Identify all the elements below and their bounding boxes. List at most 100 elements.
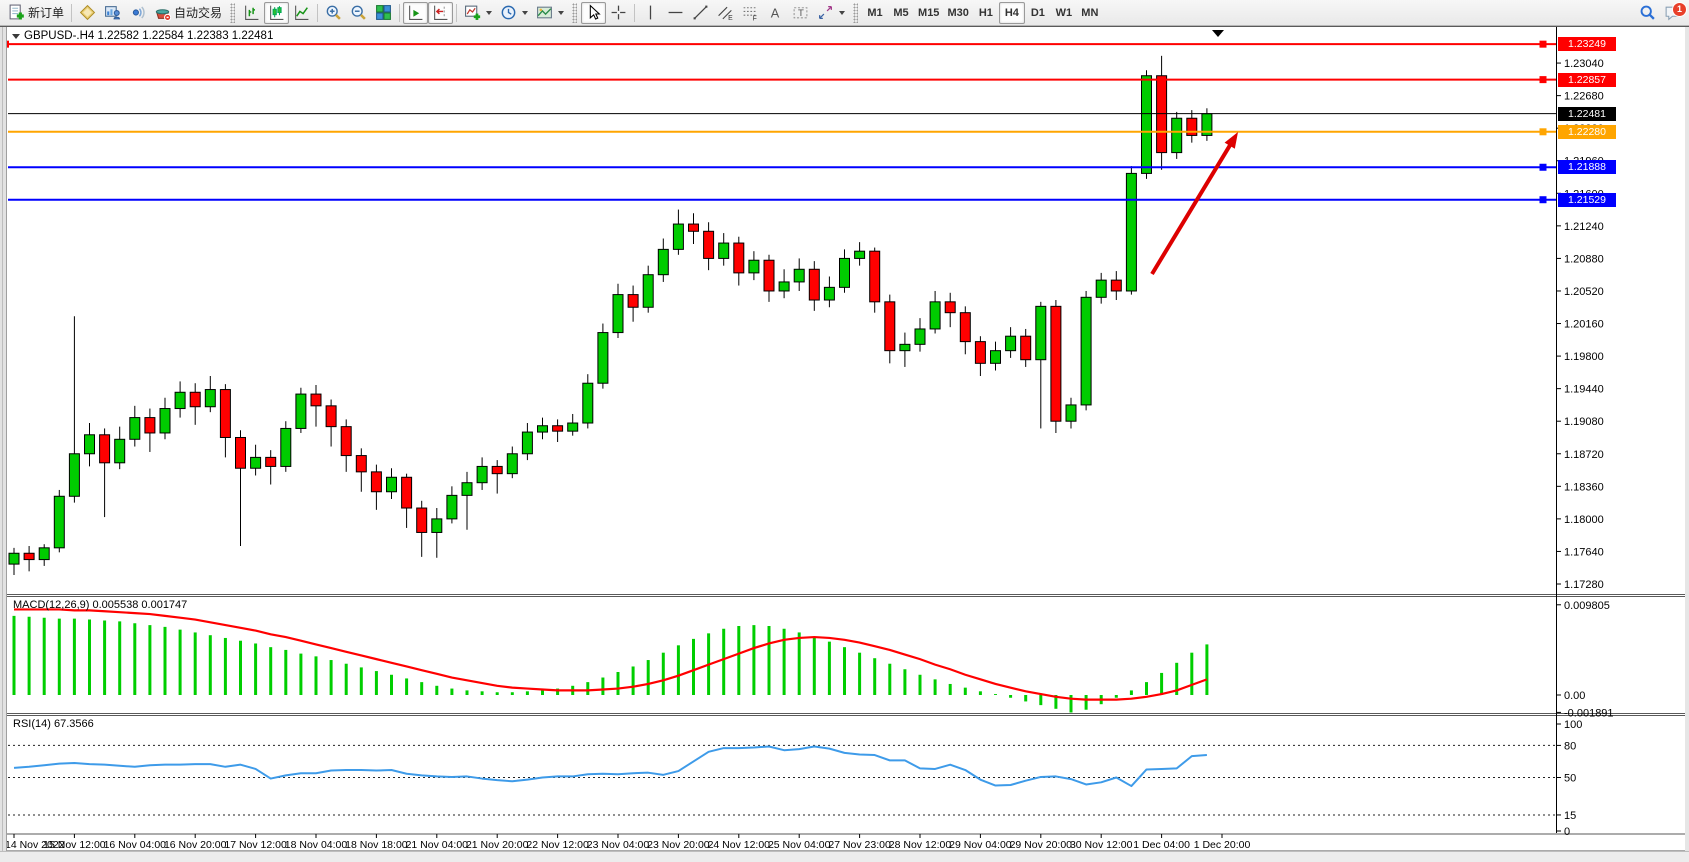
svg-text:0.009805: 0.009805 (1564, 600, 1610, 612)
candle-bull (1171, 117, 1183, 154)
new-order-button[interactable]: 新订单 (4, 2, 68, 24)
candle-bull (990, 350, 1001, 364)
chart-window[interactable]: 1.230401.226801.223201.219601.216001.212… (0, 26, 1689, 862)
candle-bear (355, 455, 367, 473)
profile-button[interactable] (75, 2, 100, 24)
chart-canvas[interactable]: 1.230401.226801.223201.219601.216001.212… (0, 27, 1689, 851)
timeframe-M5[interactable]: M5 (888, 2, 914, 24)
candle-bear (189, 391, 201, 408)
crosshair-tool-button[interactable] (606, 2, 631, 24)
toolbar-grip[interactable] (572, 2, 578, 23)
horizontal-line-tool-button[interactable] (663, 2, 688, 24)
price-level-badge: 1.21529 (1558, 192, 1616, 207)
timeframe-M1[interactable]: M1 (862, 2, 888, 24)
timeframe-MN[interactable]: MN (1077, 2, 1103, 24)
chart-dropdown-icon[interactable] (12, 33, 20, 39)
candle-bull (129, 417, 141, 440)
market-watch-button[interactable] (100, 2, 125, 24)
channel-tool-button[interactable]: E (713, 2, 738, 24)
candle-bear (491, 465, 503, 475)
svg-text:21 Nov 20:00: 21 Nov 20:00 (466, 839, 529, 851)
arrows-tool-button[interactable] (813, 2, 849, 24)
cursor-icon (589, 4, 601, 20)
toolbar-grip[interactable] (230, 2, 236, 23)
chart-title-bar[interactable]: GBPUSD-.H4 1.22582 1.22584 1.22383 1.224… (12, 30, 273, 42)
candle-bull (718, 242, 730, 259)
price-level-badge: 1.22280 (1558, 124, 1616, 139)
candle-bear (310, 393, 322, 407)
chart-shift-button[interactable] (428, 1, 454, 24)
window-left-splitter[interactable] (0, 27, 7, 862)
trend-arrow-head (1224, 132, 1238, 149)
rsi-line (13, 745, 1207, 788)
price-level-badge: 1.21888 (1558, 160, 1616, 175)
trend-arrow[interactable] (1150, 139, 1235, 276)
toolbar-grip[interactable] (853, 2, 859, 23)
svg-text:0: 0 (1564, 826, 1570, 838)
vertical-line-tool-button[interactable] (638, 2, 663, 24)
periods-button[interactable] (496, 2, 532, 24)
bar-chart-button[interactable] (239, 2, 264, 24)
svg-text:1.20880: 1.20880 (1564, 253, 1604, 265)
timeframe-H4[interactable]: H4 (998, 1, 1025, 24)
separator (317, 3, 319, 22)
line-chart-button[interactable] (289, 2, 314, 24)
svg-text:15: 15 (1564, 810, 1576, 822)
macd-signal-line (14, 608, 1208, 701)
templates-button[interactable] (532, 2, 568, 24)
zoom-in-icon (326, 5, 341, 20)
candle-bear (884, 301, 896, 352)
candlestick-chart-icon (270, 5, 284, 20)
svg-text:23 Nov 04:00: 23 Nov 04:00 (587, 839, 650, 851)
svg-text:16 Nov 04:00: 16 Nov 04:00 (104, 839, 167, 851)
timeframe-D1[interactable]: D1 (1025, 2, 1051, 24)
level-handle (1539, 40, 1547, 48)
timeframe-M15[interactable]: M15 (914, 2, 943, 24)
indicators-button[interactable] (460, 2, 496, 24)
timeframe-M30[interactable]: M30 (943, 2, 972, 24)
text-label-tool-button[interactable]: T (788, 2, 813, 24)
auto-trading-icon (155, 9, 172, 21)
arrows-icon (819, 6, 833, 19)
search-button[interactable] (1635, 2, 1660, 24)
candle-bull (280, 427, 292, 467)
signal-button[interactable] (125, 2, 150, 24)
fibonacci-tool-button[interactable]: F (738, 2, 763, 24)
tile-windows-button[interactable] (371, 2, 396, 24)
level-handle (1539, 128, 1547, 136)
auto-scroll-button[interactable] (403, 1, 429, 24)
candle-bull (1080, 296, 1092, 406)
svg-text:1.17640: 1.17640 (1564, 546, 1604, 558)
auto-trading-button[interactable]: 自动交易 (150, 2, 226, 24)
candle-bull (929, 301, 941, 330)
text-label-icon: T (793, 7, 808, 19)
trendline-tool-button[interactable] (688, 2, 713, 24)
candle-bear (703, 230, 715, 259)
candle-bear (627, 294, 639, 308)
indicators-icon (465, 5, 481, 20)
macd-axis: 0.009805 0.00 -0.001891 (1556, 600, 1614, 719)
timeframe-H1[interactable]: H1 (973, 2, 999, 24)
svg-text:1.19800: 1.19800 (1564, 351, 1604, 363)
candle-bear (265, 456, 277, 467)
window-bottom-frame (0, 851, 1689, 862)
svg-text:14 Nov 2022: 14 Nov 2022 (5, 839, 65, 851)
candlestick-chart-button[interactable] (264, 1, 290, 24)
svg-text:18 Nov 04:00: 18 Nov 04:00 (285, 839, 348, 851)
zoom-out-button[interactable] (346, 2, 371, 24)
cursor-tool-button[interactable] (581, 1, 607, 24)
timeframe-W1[interactable]: W1 (1051, 2, 1077, 24)
chart-shift-marker[interactable] (1212, 30, 1224, 37)
chat-button[interactable]: 1 (1660, 1, 1687, 24)
zoom-in-button[interactable] (321, 2, 346, 24)
candle-bull (854, 250, 866, 259)
text-tool-button[interactable]: A (763, 2, 788, 24)
dropdown-caret-icon (486, 10, 493, 15)
svg-text:16 Nov 20:00: 16 Nov 20:00 (164, 839, 227, 851)
svg-text:1.18000: 1.18000 (1564, 514, 1604, 526)
trendline-icon (693, 5, 708, 20)
annotations (1150, 30, 1238, 276)
profile-icon (79, 4, 96, 21)
